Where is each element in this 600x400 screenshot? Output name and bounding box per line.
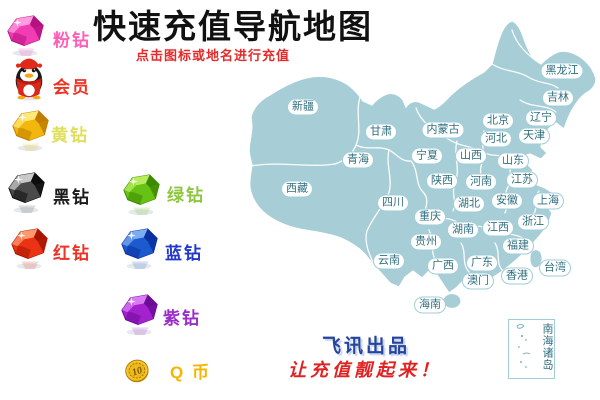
map-label-guizhou[interactable]: 贵州 <box>410 233 442 251</box>
map-label-jiangxi[interactable]: 江西 <box>482 219 514 237</box>
purple-diamond-icon[interactable] <box>119 292 161 341</box>
green-diamond-label[interactable]: 绿钻 <box>167 186 205 205</box>
map-label-hubei[interactable]: 湖北 <box>453 195 485 213</box>
map-label-ningxia[interactable]: 宁夏 <box>411 147 443 165</box>
map-label-hunan[interactable]: 湖南 <box>447 221 479 239</box>
pink-diamond-label[interactable]: 粉钻 <box>53 31 91 50</box>
q-coin-label[interactable]: Q 币 <box>170 363 211 382</box>
purple-diamond-label[interactable]: 紫钻 <box>163 309 201 328</box>
map-label-taiwan[interactable]: 台湾 <box>539 259 571 277</box>
yellow-diamond-label[interactable]: 黄钻 <box>51 126 89 145</box>
map-label-shandong[interactable]: 山东 <box>497 152 529 170</box>
map-label-tianjin[interactable]: 天津 <box>518 127 550 145</box>
map-label-xianggang[interactable]: 香港 <box>501 267 533 285</box>
red-diamond-label[interactable]: 红钻 <box>53 244 91 263</box>
map-label-heilongjiang[interactable]: 黑龙江 <box>540 62 584 80</box>
map-label-fujian[interactable]: 福建 <box>502 237 534 255</box>
blue-diamond-label[interactable]: 蓝钻 <box>165 244 203 263</box>
map-label-shanghai[interactable]: 上海 <box>532 192 564 210</box>
nanhai-islands-box: 南海诸岛 <box>508 319 555 379</box>
red-diamond-icon[interactable] <box>9 226 51 275</box>
yellow-diamond-icon[interactable] <box>10 108 52 157</box>
map-label-jiangsu[interactable]: 江苏 <box>506 171 538 189</box>
map-label-chongqing[interactable]: 重庆 <box>414 208 446 226</box>
nanhai-islands-label: 南海诸岛 <box>541 323 553 371</box>
map-label-henan[interactable]: 河南 <box>465 173 497 191</box>
map-label-hainan[interactable]: 海南 <box>414 296 446 314</box>
map-label-hebei[interactable]: 河北 <box>480 130 512 148</box>
black-diamond-icon[interactable] <box>6 170 48 219</box>
map-label-shanxi[interactable]: 山西 <box>455 147 487 165</box>
map-label-shaanxi[interactable]: 陕西 <box>426 172 458 190</box>
svg-text:10: 10 <box>131 365 144 379</box>
member-icon[interactable] <box>10 55 48 106</box>
blue-diamond-icon[interactable] <box>119 226 161 275</box>
map-label-xinjiang[interactable]: 新疆 <box>287 98 319 116</box>
map-label-qinghai[interactable]: 青海 <box>342 151 374 169</box>
map-label-guangdong[interactable]: 广东 <box>466 254 498 272</box>
map-label-gansu[interactable]: 甘肃 <box>365 123 397 141</box>
map-label-aomen[interactable]: 澳门 <box>462 272 494 290</box>
islands-dots-icon <box>516 324 531 368</box>
q-coin-icon[interactable]: 10 <box>122 355 152 392</box>
map-label-sichuan[interactable]: 四川 <box>377 194 409 212</box>
map-label-anhui[interactable]: 安徽 <box>491 192 523 210</box>
member-label[interactable]: 会员 <box>53 78 91 97</box>
map-label-zhejiang[interactable]: 浙江 <box>517 213 549 231</box>
page-title: 快速充值导航地图 <box>93 10 373 46</box>
black-diamond-label[interactable]: 黑钻 <box>53 188 91 207</box>
brand-text: 飞讯出品 <box>322 336 411 357</box>
map-label-jilin[interactable]: 吉林 <box>542 89 574 107</box>
green-diamond-icon[interactable] <box>121 172 163 221</box>
subtitle-hint: 点击图标或地名进行充值 <box>136 48 291 63</box>
pink-diamond-icon[interactable] <box>5 13 47 62</box>
map-label-yunnan[interactable]: 云南 <box>373 252 405 270</box>
map-label-beijing[interactable]: 北京 <box>482 112 514 130</box>
map-label-guangxi[interactable]: 广西 <box>427 257 459 275</box>
map-label-xizang[interactable]: 西藏 <box>281 180 313 198</box>
map-label-liaoning[interactable]: 辽宁 <box>525 109 557 127</box>
slogan-text: 让充值靓起来！ <box>288 360 442 380</box>
map-label-neimenggu[interactable]: 内蒙古 <box>421 121 465 139</box>
